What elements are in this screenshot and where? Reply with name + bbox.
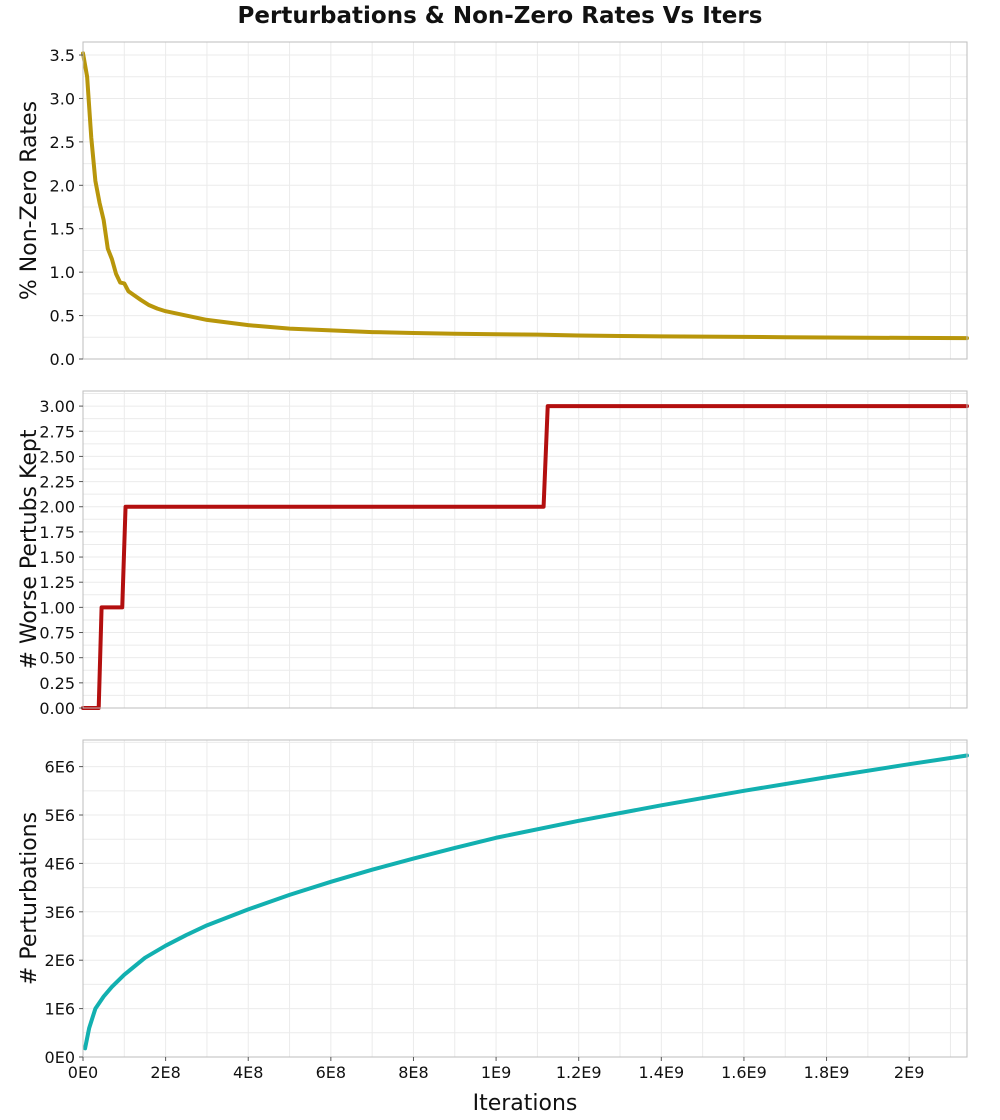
x-tick-label: 4E8 <box>233 1063 263 1082</box>
y-tick-label: 2.00 <box>39 498 75 517</box>
y-tick-label: 3.0 <box>50 89 75 108</box>
x-tick-label: 1E9 <box>481 1063 511 1082</box>
y-tick-label: 2E6 <box>45 951 75 970</box>
y-axis-label: # Worse Pertubs Kept <box>17 429 42 669</box>
panel-non-zero-rates: 0.0 0.5 1.0 1.5 2.0 2.5 3.0 3.5 % Non-Zero Rates <box>17 41 969 369</box>
y-tick-label: 1.25 <box>39 573 75 592</box>
y-tick-label: 0.0 <box>50 350 75 369</box>
series-line-worse-pertubs-kept <box>81 404 969 710</box>
x-tick-label: 1.4E9 <box>638 1063 684 1082</box>
x-tick-label: 6E8 <box>316 1063 346 1082</box>
y-tick-label: 2.0 <box>50 176 75 195</box>
plot-area <box>83 42 967 359</box>
y-tick-label: 3.00 <box>39 397 75 416</box>
y-tick-label: 0.75 <box>39 624 75 643</box>
y-tick-label: 2.25 <box>39 473 75 492</box>
plot-frame <box>82 390 968 709</box>
y-axis-label: % Non-Zero Rates <box>17 101 42 300</box>
y-axis-label: # Perturbations <box>17 812 42 985</box>
x-tick-label: 2E8 <box>150 1063 180 1082</box>
x-axis-label: Iterations <box>473 1091 578 1116</box>
y-tick-label: 1.00 <box>39 598 75 617</box>
x-tick-label: 1.2E9 <box>556 1063 602 1082</box>
plot-frame <box>82 41 968 360</box>
y-tick-label: 0.25 <box>39 674 75 693</box>
y-tick-label: 1.50 <box>39 548 75 567</box>
x-tick-label: 2E9 <box>894 1063 924 1082</box>
y-tick-label: 3.5 <box>50 46 75 65</box>
y-tick-label: 4E6 <box>45 854 75 873</box>
x-tick-label: 8E8 <box>398 1063 428 1082</box>
x-tick-label: 1.6E9 <box>721 1063 767 1082</box>
panels: 0.0 0.5 1.0 1.5 2.0 2.5 3.0 3.5 % Non-Zero Rates… <box>17 41 969 1082</box>
y-tick-label: 2.75 <box>39 422 75 441</box>
panel-perturbations: 0E0 1E6 2E6 3E6 4E6 5E6 6E6 # Perturbations 0E0 2… <box>17 739 969 1082</box>
series-line-non-zero-rates <box>81 51 969 341</box>
y-tick-label: 6E6 <box>45 758 75 777</box>
y-tick-label: 2.50 <box>39 447 75 466</box>
y-tick-label: 1.0 <box>50 263 75 282</box>
plot-frame <box>82 739 968 1058</box>
series-line-perturbations <box>83 753 969 1051</box>
y-tick-label: 5E6 <box>45 806 75 825</box>
y-tick-label: 0.50 <box>39 649 75 668</box>
x-tick-label: 0E0 <box>68 1063 98 1082</box>
y-tick-label: 0.5 <box>50 307 75 326</box>
y-tick-label: 2.5 <box>50 133 75 152</box>
panel-worse-pertubs-kept: 0.00 0.25 0.50 0.75 1.00 1.25 1.50 1.75 2.00 2.25… <box>17 390 969 718</box>
y-tick-label: 1.5 <box>50 220 75 239</box>
y-tick-label: 3E6 <box>45 903 75 922</box>
chart-title: Perturbations & Non-Zero Rates Vs Iters <box>238 3 763 29</box>
y-tick-label: 1E6 <box>45 1000 75 1019</box>
plot-area <box>83 391 967 708</box>
y-tick-label: 1.75 <box>39 523 75 542</box>
y-tick-label: 0E0 <box>45 1048 75 1067</box>
plot-area <box>83 740 967 1057</box>
y-tick-label: 0.00 <box>39 699 75 718</box>
x-tick-label: 1.8E9 <box>804 1063 850 1082</box>
